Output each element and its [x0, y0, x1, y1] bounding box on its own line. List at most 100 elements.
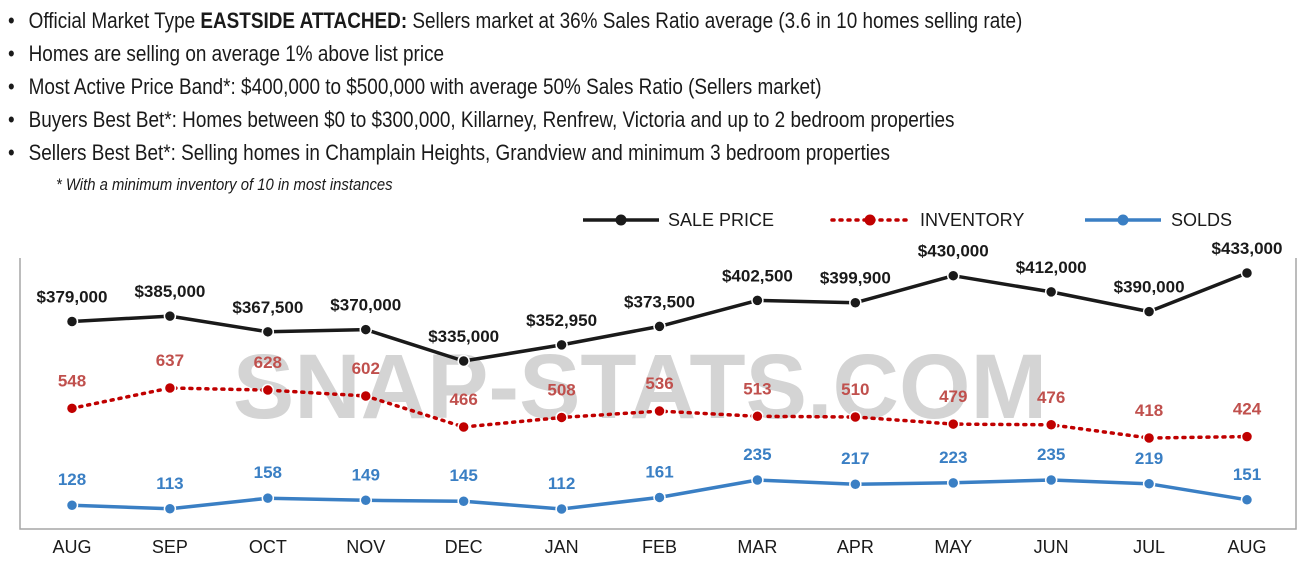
data-label: $433,000	[1212, 239, 1283, 258]
x-tick-label: DEC	[445, 537, 483, 557]
data-label: $399,900	[820, 269, 891, 288]
data-label: 466	[449, 390, 477, 409]
data-label: 219	[1135, 449, 1163, 468]
series-inventory: 548 637 628 602 466 508 536 513 510 479 476 418 424	[58, 351, 1262, 445]
data-point	[653, 491, 666, 504]
series-sale-price: $379,000 $385,000 $367,500 $370,000 $335,000…	[37, 239, 1283, 368]
summary-bullets: • Official Market Type EASTSIDE ATTACHED:…	[8, 4, 1308, 169]
data-label: 112	[548, 474, 575, 493]
data-point	[65, 315, 79, 328]
data-label: $385,000	[134, 282, 205, 301]
data-point	[65, 402, 79, 415]
data-point	[1142, 305, 1156, 318]
data-point	[1044, 285, 1058, 299]
data-point	[849, 410, 862, 424]
bullet-item: • Official Market Type EASTSIDE ATTACHED:…	[8, 4, 1126, 37]
bullet-dot: •	[8, 107, 15, 132]
x-tick-label: FEB	[642, 537, 677, 557]
data-label: $352,950	[526, 311, 597, 330]
data-point	[849, 477, 862, 491]
legend-label: SOLDS	[1171, 210, 1232, 230]
x-tick-label: MAY	[934, 537, 972, 557]
x-axis: AUG SEP OCT NOV DEC JAN FEB MAR APR MAY JUN JUL AUG	[52, 537, 1266, 557]
data-point	[1044, 473, 1058, 487]
x-tick-label: NOV	[346, 537, 385, 557]
data-point	[751, 473, 764, 487]
data-point	[555, 411, 568, 424]
data-label: 161	[645, 462, 673, 481]
data-point	[457, 494, 470, 508]
data-label: 151	[1233, 465, 1261, 484]
data-point	[1142, 431, 1156, 445]
data-point	[457, 354, 470, 368]
legend-marker	[615, 214, 627, 226]
plot-border	[19, 258, 1297, 530]
data-label: 424	[1233, 400, 1262, 419]
x-tick-label: JUL	[1133, 537, 1165, 557]
data-label: 628	[254, 353, 282, 372]
series-layer: $379,000 $385,000 $367,500 $370,000 $335,000…	[37, 239, 1283, 516]
data-point	[947, 417, 960, 431]
data-label: $430,000	[918, 242, 989, 261]
bullet-dot: •	[8, 140, 15, 165]
x-tick-label: JAN	[545, 537, 579, 557]
data-label: 510	[841, 380, 869, 399]
data-point	[751, 410, 764, 423]
data-point	[849, 296, 862, 309]
bullet-dot: •	[8, 8, 15, 33]
x-tick-label: SEP	[152, 537, 188, 557]
data-label: $367,500	[232, 298, 303, 317]
legend-item: INVENTORY	[830, 210, 1024, 230]
data-label: $373,500	[624, 292, 695, 311]
data-label: 235	[743, 445, 771, 464]
x-tick-label: JUN	[1034, 537, 1069, 557]
data-point	[1044, 418, 1058, 432]
bullet-dot: •	[8, 74, 15, 99]
data-label: $402,500	[722, 266, 793, 285]
x-tick-label: MAR	[737, 537, 777, 557]
data-label: 128	[58, 470, 86, 489]
data-point	[653, 320, 666, 333]
data-point	[1142, 477, 1156, 491]
legend-label: INVENTORY	[920, 210, 1024, 230]
data-point	[1240, 430, 1254, 443]
series-solds: 128 113 158 149 145 112 161 235 217 223 235 219 151	[58, 445, 1261, 516]
data-label: $379,000	[37, 287, 108, 306]
data-label: 113	[156, 474, 183, 493]
data-point	[163, 502, 177, 516]
data-label: 149	[352, 465, 380, 484]
data-point	[261, 325, 275, 339]
legend-marker	[1117, 214, 1129, 226]
data-label: $390,000	[1114, 278, 1185, 297]
data-point	[163, 381, 177, 395]
data-label: 158	[254, 463, 282, 482]
data-label: 536	[645, 374, 673, 393]
data-point	[457, 420, 470, 434]
legend-item: SOLDS	[1085, 210, 1232, 230]
x-tick-label: OCT	[249, 537, 287, 557]
data-point	[1240, 266, 1254, 280]
legend-label: SALE PRICE	[668, 210, 774, 230]
legend-item: SALE PRICE	[583, 210, 774, 230]
data-label: 637	[156, 351, 184, 370]
bullet-dot: •	[8, 41, 15, 66]
data-label: 476	[1037, 388, 1065, 407]
data-point	[261, 491, 275, 505]
legend: SALE PRICE INVENTORY SOLDS	[583, 210, 1232, 230]
data-point	[947, 269, 960, 282]
data-point	[261, 383, 275, 397]
data-point	[163, 309, 177, 323]
data-label: 602	[352, 359, 380, 378]
data-label: 145	[449, 466, 477, 485]
data-point	[555, 502, 568, 516]
data-point	[947, 476, 960, 490]
data-point	[359, 323, 372, 336]
bullet-item: • Buyers Best Bet*: Homes between $0 to $…	[8, 103, 1126, 136]
watermark: SNAP-STATS.COM	[233, 336, 1047, 438]
data-label: 548	[58, 371, 86, 390]
bullet-item: • Most Active Price Band*: $400,000 to $5…	[8, 70, 1126, 103]
data-point	[65, 498, 79, 512]
data-label: 217	[841, 449, 869, 468]
data-point	[751, 294, 764, 307]
footnote: * With a minimum inventory of 10 in most…	[56, 176, 393, 194]
